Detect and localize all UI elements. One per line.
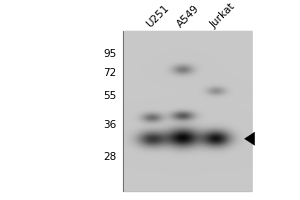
Text: 28: 28 (103, 152, 117, 162)
Text: A549: A549 (175, 3, 201, 30)
Text: 95: 95 (103, 49, 117, 59)
Text: Jurkat: Jurkat (208, 1, 237, 30)
Text: U251: U251 (144, 3, 171, 30)
Bar (123, 31, 251, 191)
Text: 36: 36 (103, 120, 117, 130)
Text: 72: 72 (103, 68, 117, 78)
Text: 55: 55 (103, 91, 117, 101)
Polygon shape (244, 132, 255, 145)
